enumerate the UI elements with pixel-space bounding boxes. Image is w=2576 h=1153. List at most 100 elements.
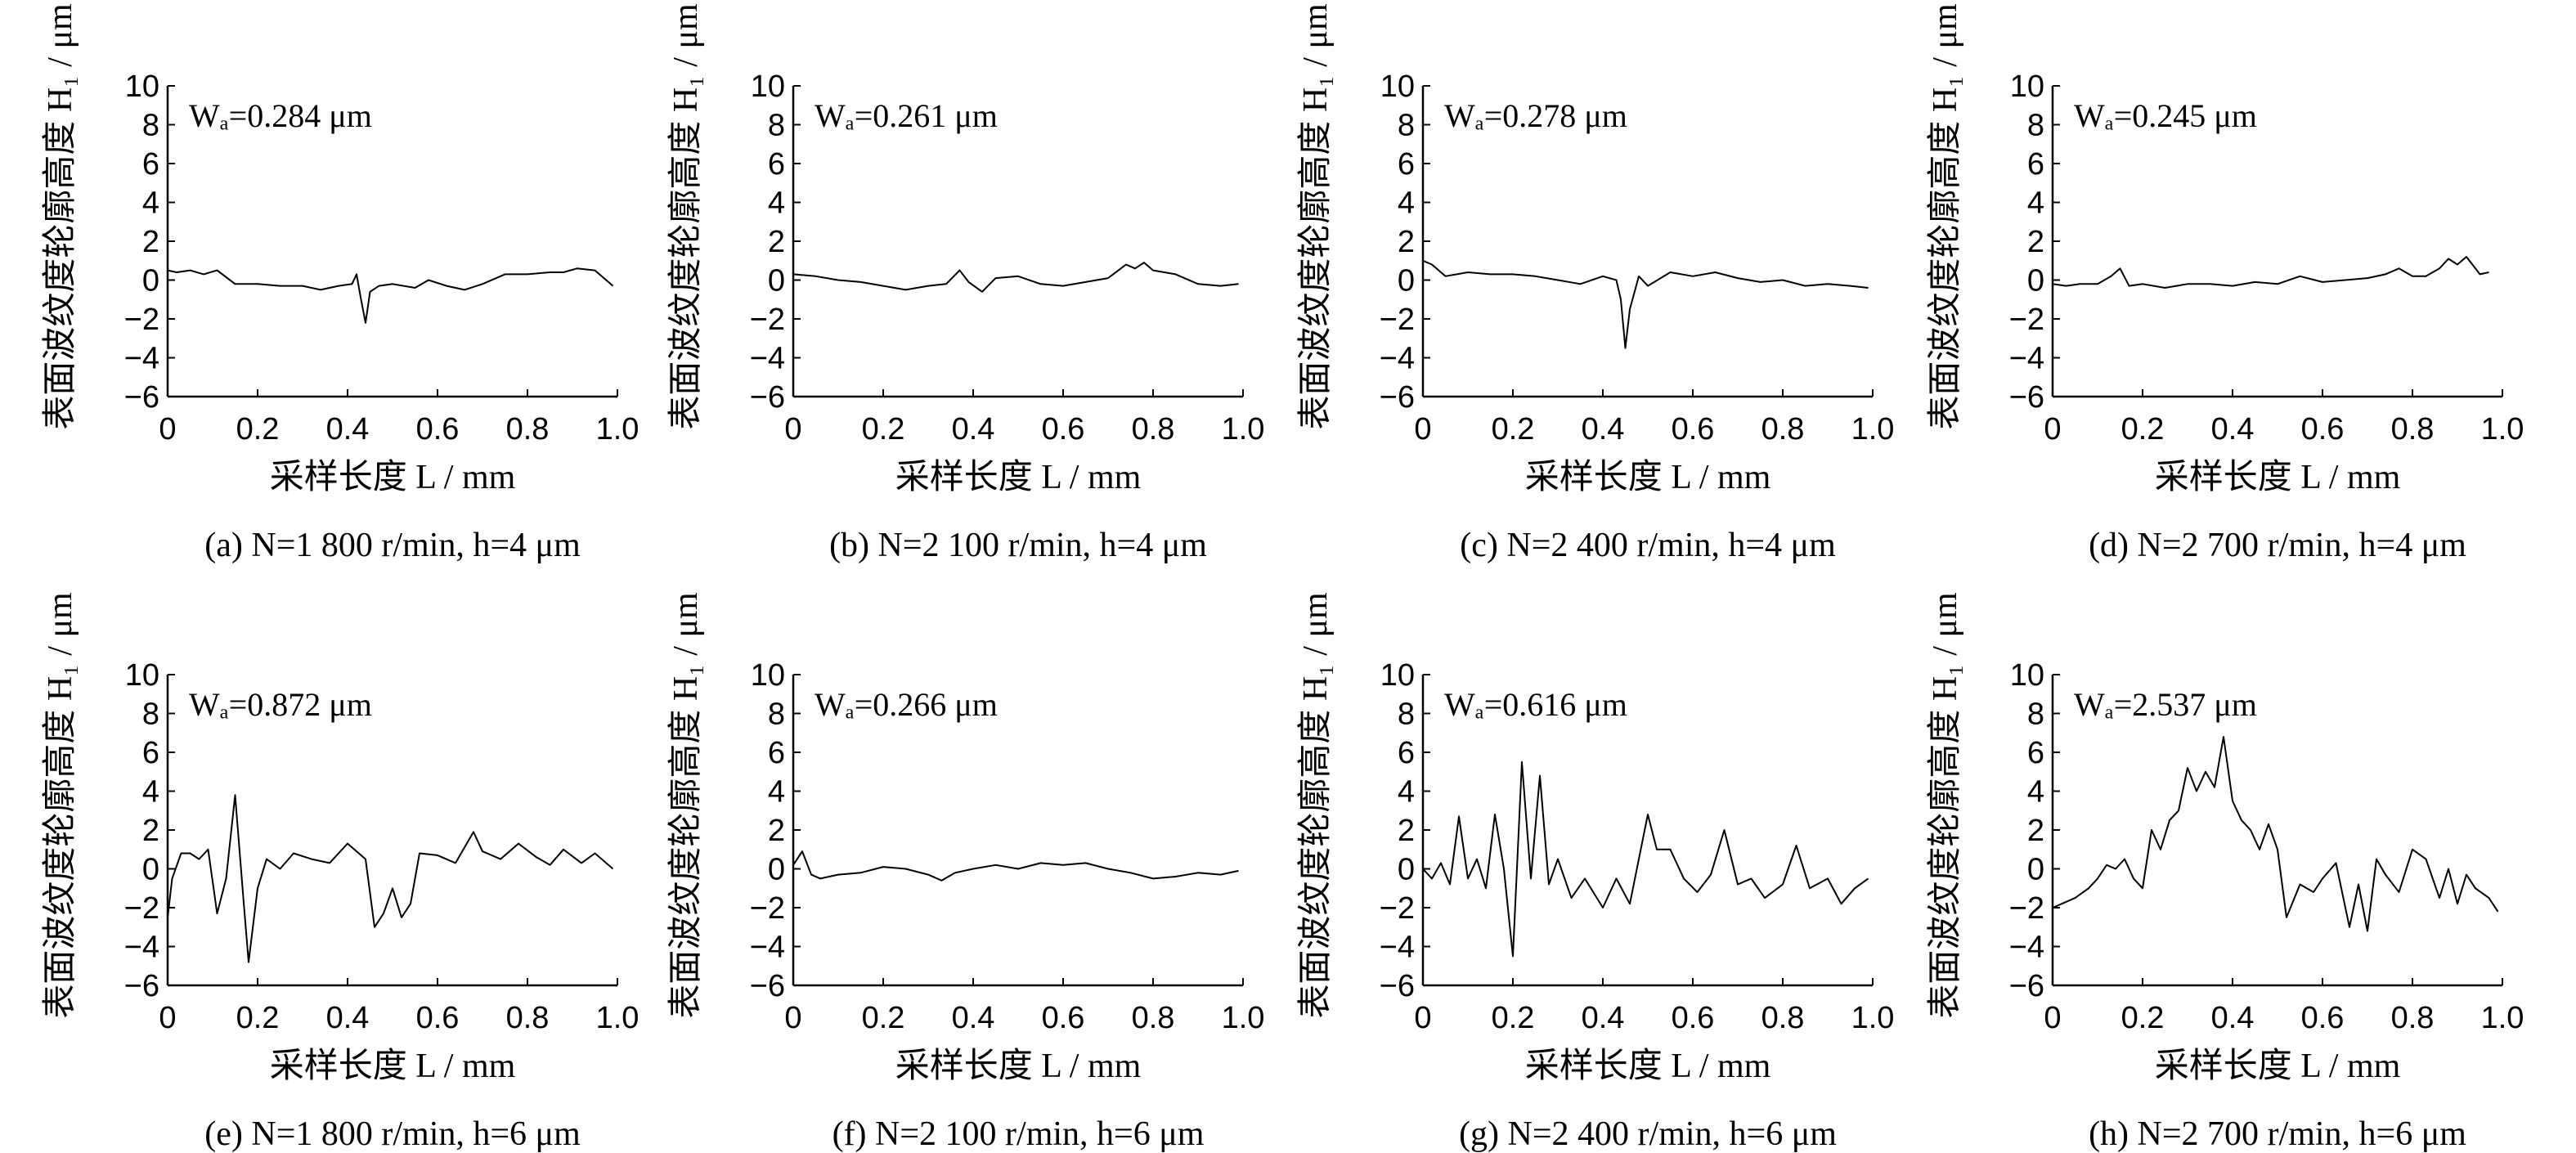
x-tick-label: 0.4 (2211, 412, 2255, 446)
x-tick-label: 0.6 (416, 412, 460, 446)
x-axis-title: 采样长度 L / mm (270, 459, 516, 496)
y-tick-label: −6 (750, 380, 785, 415)
x-tick-label: 0.2 (862, 1001, 905, 1035)
x-tick-label: 0.8 (2391, 1001, 2435, 1035)
x-tick-label: 0.2 (236, 412, 280, 446)
y-tick-label: 6 (1398, 736, 1415, 770)
x-tick-label: 0.2 (862, 412, 905, 446)
x-tick-label: 0.2 (1492, 1001, 1535, 1035)
y-tick-label: −6 (1380, 380, 1415, 415)
y-tick-label: 8 (768, 698, 785, 732)
y-tick-label: 6 (1398, 147, 1415, 182)
y-tick-label: 10 (1380, 70, 1415, 104)
y-tick-label: 2 (768, 814, 785, 848)
panel-caption: (g) N=2 400 r/min, h=6 μm (1459, 1115, 1837, 1153)
y-tick-label: 10 (2010, 70, 2044, 104)
y-tick-label: 10 (751, 70, 785, 104)
panel-caption: (c) N=2 400 r/min, h=4 μm (1460, 527, 1836, 564)
y-axis-title: 表面波纹度轮廓高度 H₁ / μm (42, 592, 79, 1019)
x-tick-label: 0 (159, 412, 176, 446)
x-tick-label: 0.6 (1672, 412, 1715, 446)
panel-c: −6 −4 −2 0 2 4 6 8 10 0 0.2 0.4 0.6 0.8 1.0 采样长度 L / mm… (1297, 3, 1894, 564)
panel-caption: (f) N=2 100 r/min, h=6 μm (832, 1115, 1205, 1153)
profile-line-0 (1422, 259, 1869, 349)
y-tick-label: 4 (1398, 186, 1415, 221)
y-tick-label: 4 (768, 775, 785, 810)
y-tick-label: −2 (1380, 303, 1415, 337)
panel-e: −6 −4 −2 0 2 4 6 8 10 0 0.2 0.4 0.6 0.8 1.0 采样长度 L / mm… (42, 592, 639, 1153)
y-tick-label: 8 (2027, 109, 2044, 143)
y-tick-label: −4 (2009, 342, 2044, 376)
y-tick-label: −2 (124, 891, 159, 926)
y-axis-title: 表面波纹度轮廓高度 H₁ / μm (1297, 3, 1335, 430)
y-tick-label: 0 (142, 853, 159, 887)
x-tick-label: 0.8 (506, 412, 550, 446)
y-tick-label: 2 (142, 225, 159, 259)
x-tick-label: 0 (784, 1001, 801, 1035)
y-tick-label: −6 (124, 380, 159, 415)
x-tick-label: 0.4 (1582, 412, 1625, 446)
y-axis-title: 表面波纹度轮廓高度 H₁ / μm (1927, 592, 1964, 1019)
y-tick-label: −2 (124, 303, 159, 337)
y-axis-title: 表面波纹度轮廓高度 H₁ / μm (667, 592, 705, 1019)
y-axis-title: 表面波纹度轮廓高度 H₁ / μm (667, 3, 705, 430)
x-tick-label: 0.6 (2301, 1001, 2345, 1035)
x-tick-label: 0 (784, 412, 801, 446)
y-tick-label: −2 (2009, 891, 2044, 926)
x-tick-label: 0 (159, 1001, 176, 1035)
y-tick-label: 10 (125, 658, 159, 693)
x-tick-label: 0.2 (2121, 412, 2165, 446)
y-tick-label: 10 (2010, 658, 2044, 693)
y-tick-label: 4 (1398, 775, 1415, 810)
y-tick-label: 2 (142, 814, 159, 848)
x-tick-label: 1.0 (1851, 412, 1895, 446)
x-tick-label: 1.0 (1222, 412, 1265, 446)
x-tick-label: 0.6 (1042, 412, 1085, 446)
y-tick-label: −2 (2009, 303, 2044, 337)
profile-line-0 (167, 267, 614, 324)
x-tick-label: 0.6 (1042, 1001, 1085, 1035)
y-tick-label: −2 (1380, 891, 1415, 926)
y-axis-title: 表面波纹度轮廓高度 H₁ / μm (1297, 592, 1335, 1019)
y-axis-title: 表面波纹度轮廓高度 H₁ / μm (1927, 3, 1964, 430)
y-tick-label: 6 (2027, 147, 2044, 182)
x-tick-label: 0.8 (1132, 1001, 1175, 1035)
y-tick-label: 10 (1380, 658, 1415, 693)
profile-line-0 (2052, 256, 2489, 289)
x-tick-label: 1.0 (596, 1001, 640, 1035)
panel-caption: (e) N=1 800 r/min, h=6 μm (204, 1115, 581, 1153)
y-tick-label: 0 (768, 853, 785, 887)
y-tick-label: 8 (2027, 698, 2044, 732)
wa-annotation: Wₐ=0.266 μm (815, 686, 998, 723)
wa-annotation: Wₐ=0.245 μm (2074, 97, 2257, 134)
x-tick-label: 0.4 (326, 412, 370, 446)
x-axis-title: 采样长度 L / mm (2155, 459, 2401, 496)
y-tick-label: 0 (2027, 853, 2044, 887)
y-tick-label: 6 (2027, 736, 2044, 770)
y-tick-label: −6 (1380, 969, 1415, 1003)
y-tick-label: 6 (768, 736, 785, 770)
y-tick-label: 0 (142, 264, 159, 298)
x-tick-label: 0.8 (1132, 412, 1175, 446)
panel-a: −6 −4 −2 0 2 4 6 8 10 0 0.2 0.4 0.6 0.8 1.0 采样长度 L / mm… (42, 3, 639, 564)
y-tick-label: 0 (2027, 264, 2044, 298)
y-tick-label: 2 (2027, 225, 2044, 259)
y-tick-label: −6 (124, 969, 159, 1003)
panel-b: −6 −4 −2 0 2 4 6 8 10 0 0.2 0.4 0.6 0.8 1.0 采样长度 L / mm… (667, 3, 1264, 564)
y-tick-label: 8 (1398, 698, 1415, 732)
y-tick-label: −4 (124, 931, 159, 965)
x-tick-label: 0.6 (2301, 412, 2345, 446)
x-tick-label: 1.0 (2481, 1001, 2524, 1035)
x-tick-label: 0.6 (1672, 1001, 1715, 1035)
y-tick-label: 4 (2027, 186, 2044, 221)
panel-caption: (h) N=2 700 r/min, h=6 μm (2089, 1115, 2466, 1153)
y-tick-label: −4 (750, 342, 785, 376)
y-tick-label: 8 (1398, 109, 1415, 143)
x-tick-label: 0.4 (952, 412, 995, 446)
x-tick-label: 0.4 (326, 1001, 370, 1035)
x-tick-label: 0.4 (952, 1001, 995, 1035)
x-tick-label: 0 (1414, 1001, 1431, 1035)
y-tick-label: −4 (1380, 342, 1415, 376)
x-tick-label: 0 (2044, 412, 2061, 446)
